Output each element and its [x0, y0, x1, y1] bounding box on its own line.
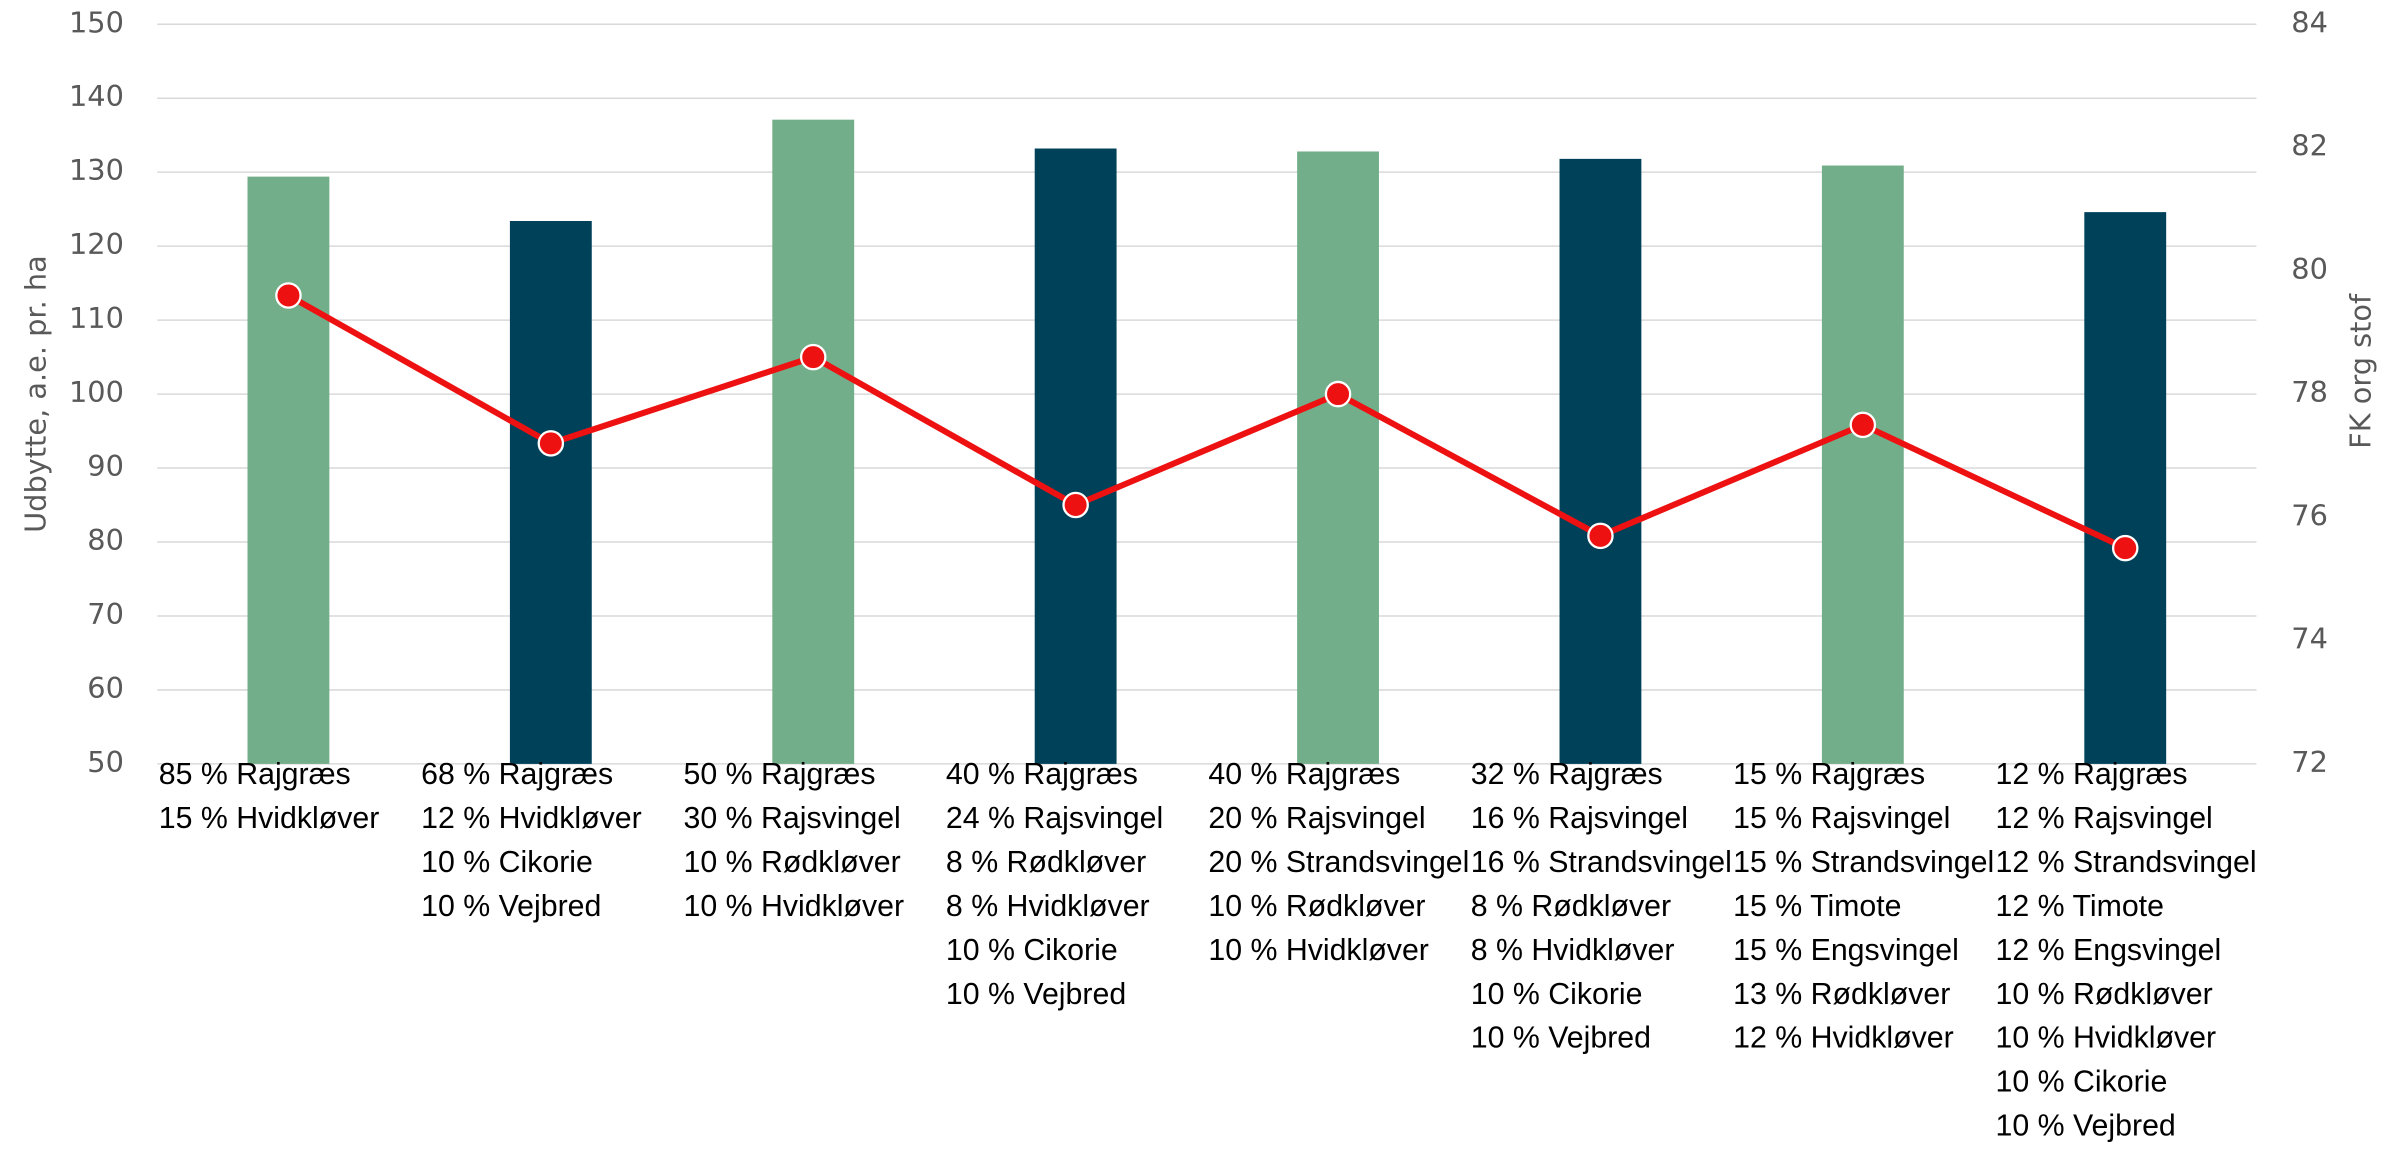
x-tick-label: 20 % Rajsvingel — [1208, 802, 1425, 835]
x-tick-label: 12 % Strandsvingel — [1996, 846, 2257, 879]
x-tick-label: 13 % Rødkløver — [1733, 978, 1950, 1011]
y-tick-label: 70 — [87, 597, 124, 631]
x-tick-label: 10 % Cikorie — [946, 934, 1118, 967]
x-tick-label: 15 % Engsvingel — [1733, 934, 1959, 967]
line — [286, 292, 2127, 551]
line-marker — [799, 343, 827, 371]
x-tick-label: 10 % Vejbred — [946, 978, 1126, 1011]
x-tick-label: 10 % Vejbred — [421, 890, 601, 923]
line-marker — [537, 430, 565, 457]
line-marker — [1849, 411, 1877, 439]
x-tick-label: 8 % Rødkløver — [946, 846, 1146, 879]
x-tick-label: 10 % Rødkløver — [1208, 890, 1425, 923]
x-tick-label: 12 % Hvidkløver — [1733, 1022, 1954, 1055]
bar — [772, 119, 855, 764]
x-tick-label: 10 % Hvidkløver — [1208, 934, 1429, 967]
x-tick-label: 10 % Cikorie — [1996, 1066, 2168, 1099]
x-tick-label: 15 % Timote — [1733, 890, 1901, 923]
bar — [1559, 158, 1642, 764]
y-axis-title: Udbytte, a.e. pr. ha — [19, 255, 53, 533]
x-tick-label: 40 % Rajgræs — [1208, 758, 1400, 791]
x-tick-label: 24 % Rajsvingel — [946, 802, 1163, 835]
y2-axis-title: FK org stof — [2344, 293, 2378, 449]
y2-tick-label: 80 — [2291, 252, 2328, 286]
x-tick-label: 12 % Engsvingel — [1996, 934, 2222, 967]
x-tick-label: 16 % Rajsvingel — [1471, 802, 1688, 835]
y-tick-label: 110 — [69, 301, 124, 335]
bar — [509, 220, 592, 764]
x-tick-label: 10 % Vejbred — [1471, 1022, 1651, 1055]
y2-tick-label: 82 — [2291, 129, 2328, 163]
y-tick-label: 60 — [87, 671, 124, 705]
y2-tick-label: 78 — [2291, 375, 2328, 409]
line-marker — [1587, 522, 1614, 550]
x-tick-label: 15 % Rajgræs — [1733, 758, 1925, 791]
x-tick-label: 40 % Rajgræs — [946, 758, 1138, 791]
x-tick-label: 12 % Rajgræs — [1996, 758, 2188, 791]
y-tick-label: 120 — [69, 227, 124, 261]
x-tick-label: 10 % Vejbred — [1996, 1110, 2176, 1143]
bar — [2084, 212, 2167, 764]
x-tick-label: 10 % Hvidkløver — [1996, 1022, 2217, 1055]
x-tick-label: 15 % Hvidkløver — [159, 802, 380, 835]
y2-tick-label: 76 — [2291, 498, 2328, 532]
x-tick-label: 16 % Strandsvingel — [1471, 846, 1732, 879]
x-tick-label: 32 % Rajgræs — [1471, 758, 1663, 791]
x-tick-label: 15 % Rajsvingel — [1733, 802, 1950, 835]
y-tick-label: 150 — [69, 5, 124, 39]
y-tick-label: 50 — [87, 745, 124, 779]
y-tick-label: 140 — [69, 79, 124, 113]
bar — [1297, 151, 1379, 764]
bar — [247, 176, 330, 764]
y2-tick-label: 84 — [2291, 5, 2328, 39]
x-tick-label: 12 % Hvidkløver — [421, 802, 642, 835]
y-tick-label: 90 — [87, 449, 124, 483]
x-tick-label: 10 % Cikorie — [421, 846, 593, 879]
y2-tick-label: 72 — [2291, 745, 2328, 779]
x-tick-label: 30 % Rajsvingel — [684, 802, 901, 835]
x-tick-label: 10 % Hvidkløver — [684, 890, 905, 923]
y-tick-label: 80 — [87, 523, 124, 557]
y-tick-label: 130 — [69, 153, 124, 187]
bar — [1034, 148, 1117, 764]
x-tick-label: 68 % Rajgræs — [421, 758, 613, 791]
x-tick-label: 50 % Rajgræs — [684, 758, 876, 791]
x-tick-label: 12 % Rajsvingel — [1996, 802, 2213, 835]
bar — [1821, 165, 1904, 764]
x-tick-label: 10 % Rødkløver — [684, 846, 901, 879]
x-tick-label: 8 % Hvidkløver — [946, 890, 1150, 923]
y2-tick-label: 74 — [2291, 622, 2328, 656]
line-marker — [1324, 380, 1352, 408]
line-marker — [1062, 491, 1089, 519]
x-tick-label: 10 % Rødkløver — [1996, 978, 2213, 1011]
x-tick-label: 15 % Strandsvingel — [1733, 846, 1994, 879]
x-tick-label: 8 % Hvidkløver — [1471, 934, 1675, 967]
x-tick-label: 20 % Strandsvingel — [1208, 846, 1469, 879]
x-tick-label: 12 % Timote — [1996, 890, 2164, 923]
y-tick-label: 100 — [69, 375, 124, 409]
x-tick-label: 85 % Rajgræs — [159, 758, 351, 791]
x-tick-label: 8 % Rødkløver — [1471, 890, 1671, 923]
line-marker — [275, 282, 302, 309]
x-tick-label: 10 % Cikorie — [1471, 978, 1643, 1011]
line-marker — [2111, 534, 2139, 562]
